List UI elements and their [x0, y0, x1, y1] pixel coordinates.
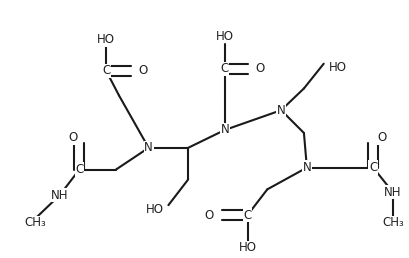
Text: C: C	[368, 161, 376, 174]
Text: O: O	[204, 208, 213, 222]
Text: HO: HO	[328, 61, 346, 74]
Text: C: C	[220, 62, 228, 75]
Text: NH: NH	[51, 189, 68, 202]
Text: CH₃: CH₃	[381, 216, 403, 229]
Text: O: O	[255, 62, 264, 75]
Text: C: C	[102, 64, 110, 77]
Text: HO: HO	[215, 29, 233, 43]
Text: N: N	[276, 104, 285, 117]
Text: C: C	[75, 163, 83, 176]
Text: HO: HO	[97, 34, 115, 46]
Text: O: O	[376, 131, 385, 144]
Text: NH: NH	[383, 186, 401, 199]
Text: HO: HO	[238, 241, 256, 254]
Text: N: N	[144, 141, 153, 154]
Text: N: N	[302, 161, 310, 174]
Text: N: N	[220, 124, 229, 136]
Text: O: O	[69, 131, 78, 144]
Text: C: C	[243, 208, 251, 222]
Text: O: O	[138, 64, 148, 77]
Text: CH₃: CH₃	[24, 216, 46, 229]
Text: HO: HO	[145, 203, 163, 216]
